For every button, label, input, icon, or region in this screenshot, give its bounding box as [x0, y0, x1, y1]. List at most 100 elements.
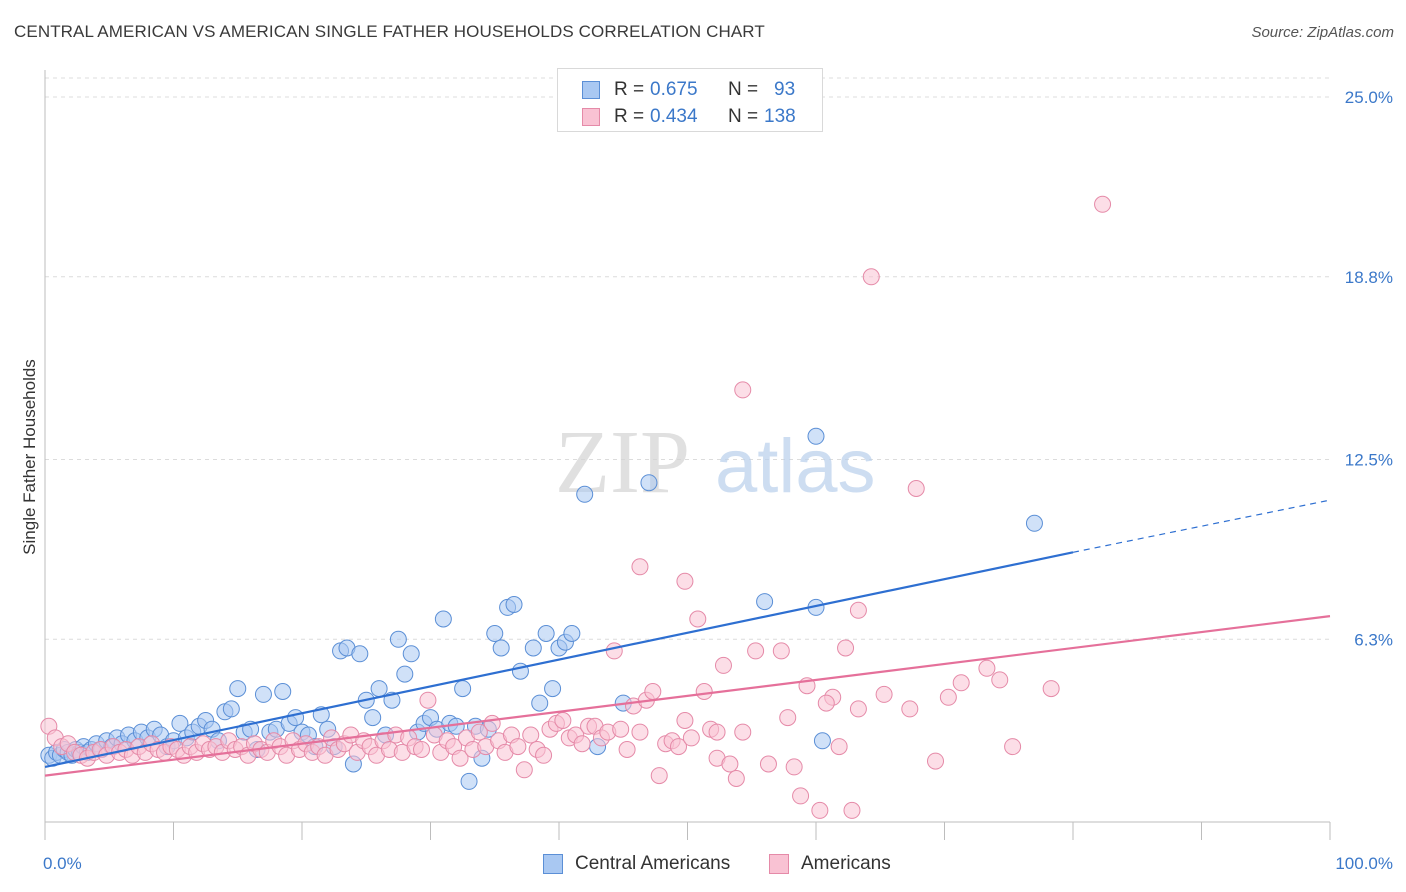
point-americans — [515, 761, 533, 779]
data-points — [40, 195, 1112, 819]
point-central-americans — [402, 645, 420, 663]
point-americans — [1094, 195, 1112, 213]
point-central-americans — [171, 714, 189, 732]
point-central-americans — [396, 665, 414, 683]
point-americans — [470, 723, 488, 741]
point-americans — [779, 709, 797, 727]
point-americans — [734, 381, 752, 399]
point-americans — [413, 741, 431, 758]
point-americans — [618, 741, 636, 758]
y-tick-label: 25.0% — [1345, 88, 1393, 107]
point-central-americans — [807, 427, 825, 445]
legend-r-value: 0.434 — [650, 106, 698, 127]
point-americans — [650, 767, 668, 785]
point-americans — [901, 700, 919, 718]
point-central-americans — [531, 694, 549, 712]
point-central-americans — [454, 680, 472, 698]
point-americans — [792, 787, 810, 805]
point-americans — [676, 712, 694, 729]
point-central-americans — [254, 685, 272, 703]
point-americans — [535, 746, 553, 764]
legend-n-value: 138 — [764, 106, 796, 127]
point-americans — [695, 683, 713, 700]
point-americans — [759, 755, 777, 773]
point-americans — [862, 268, 880, 286]
y-tick-labels: 6.3% 12.5% 18.8% 25.0% — [1345, 88, 1393, 649]
point-americans — [817, 694, 835, 712]
point-americans — [631, 558, 649, 576]
point-americans — [811, 801, 829, 819]
point-central-americans — [287, 709, 305, 727]
point-americans — [1042, 680, 1060, 698]
point-central-americans — [370, 680, 388, 698]
point-central-americans — [434, 610, 452, 628]
point-central-americans — [576, 485, 594, 503]
bottom-legend-label-americans: Americans — [801, 853, 891, 874]
legend-r-label: R = — [614, 79, 645, 100]
legend-n-label: N = — [728, 106, 759, 127]
point-central-americans — [492, 639, 510, 657]
point-americans — [676, 572, 694, 590]
point-americans — [631, 723, 649, 741]
point-americans — [1004, 738, 1022, 756]
y-tick-label: 12.5% — [1345, 451, 1393, 470]
y-axis-label: Single Father Households — [20, 359, 39, 555]
point-americans — [907, 480, 925, 497]
point-central-americans — [486, 625, 504, 642]
point-americans — [785, 758, 803, 776]
x-tick-labels: 0.0% 100.0% — [43, 854, 1393, 873]
axes — [44, 70, 1331, 840]
point-americans — [554, 712, 572, 729]
legend-r-label: R = — [614, 106, 645, 127]
point-americans — [451, 749, 469, 767]
trend-line-central-americans — [44, 551, 1074, 768]
x-tick-label: 100.0% — [1335, 854, 1393, 873]
point-americans — [509, 738, 527, 756]
point-americans — [747, 642, 765, 660]
point-central-americans — [756, 593, 774, 611]
point-americans — [772, 642, 790, 660]
point-americans — [875, 685, 893, 703]
point-central-americans — [351, 645, 369, 663]
bottom-legend-swatch-americans — [769, 854, 789, 874]
point-americans — [670, 738, 688, 756]
point-central-americans — [460, 772, 478, 790]
point-central-americans — [364, 709, 382, 727]
legend-n-label: N = — [728, 79, 759, 100]
point-central-americans — [524, 639, 542, 657]
point-central-americans — [813, 732, 831, 750]
point-americans — [734, 723, 752, 741]
point-americans — [849, 700, 867, 718]
y-tick-label: 6.3% — [1354, 630, 1393, 649]
point-americans — [522, 726, 540, 744]
source-label: Source: ZipAtlas.com — [1251, 24, 1394, 41]
legend-swatch-americans — [582, 108, 600, 126]
point-americans — [644, 683, 662, 700]
x-tick-label: 0.0% — [43, 854, 82, 873]
point-americans — [714, 656, 732, 674]
point-americans — [939, 688, 957, 706]
point-central-americans — [544, 680, 562, 698]
point-americans — [991, 671, 1009, 689]
point-americans — [843, 801, 861, 819]
point-americans — [837, 639, 855, 657]
trend-lines — [44, 499, 1331, 777]
point-americans — [830, 738, 848, 756]
point-americans — [573, 735, 591, 753]
point-americans — [682, 729, 700, 747]
point-americans — [849, 601, 867, 619]
trend-line-extension — [1072, 499, 1331, 553]
point-americans — [708, 723, 726, 741]
legend-swatch-central-americans — [582, 81, 600, 99]
point-americans — [727, 770, 745, 787]
watermark-atlas: atlas — [715, 424, 876, 509]
legend-r-value: 0.675 — [650, 79, 698, 100]
point-central-americans — [537, 625, 555, 642]
y-tick-label: 18.8% — [1345, 268, 1393, 287]
point-americans — [721, 755, 739, 773]
point-central-americans — [505, 596, 523, 613]
watermark-zip: ZIP — [555, 413, 690, 512]
correlation-legend: R = 0.675 N = 93 R = 0.434 N = 138 — [557, 68, 823, 132]
legend-n-value: 93 — [774, 79, 796, 100]
